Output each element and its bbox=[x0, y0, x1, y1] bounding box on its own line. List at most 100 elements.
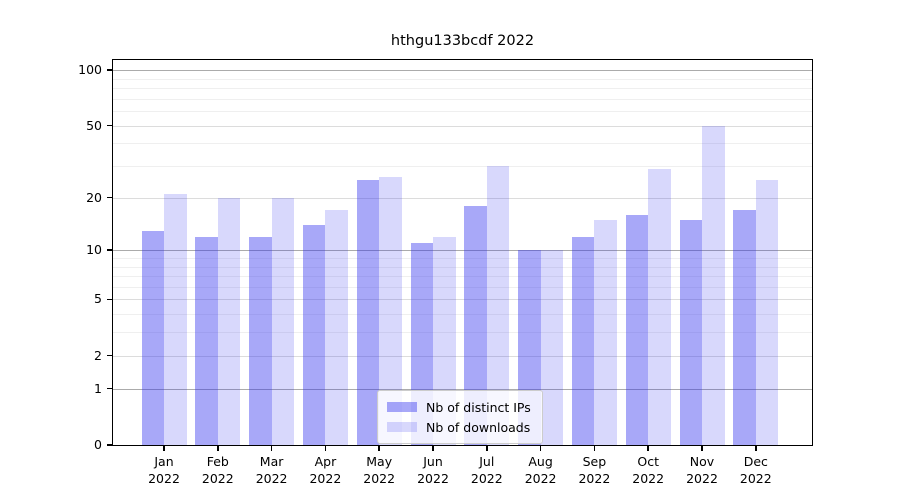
gridline-3 bbox=[113, 332, 812, 334]
x-tick-label-line: 2022 bbox=[201, 471, 234, 486]
y-tick-label: 2 bbox=[94, 347, 102, 363]
gridline-6 bbox=[113, 286, 812, 288]
x-tick-label: Apr 2022 bbox=[293, 453, 357, 487]
y-tick-label: 0 bbox=[94, 437, 102, 452]
bar-downloads bbox=[594, 219, 617, 445]
x-tick-mark bbox=[324, 446, 327, 451]
gridline-100 bbox=[113, 70, 812, 71]
bar-downloads bbox=[540, 250, 564, 445]
x-tick-label-line: 2022 bbox=[255, 471, 288, 486]
y-tick-mark bbox=[107, 387, 112, 390]
x-tick-label: Nov 2022 bbox=[670, 453, 734, 487]
gridline-8 bbox=[113, 266, 812, 268]
x-tick-label-line: 2022 bbox=[578, 471, 611, 486]
bar-downloads bbox=[379, 177, 402, 445]
x-tick-mark bbox=[432, 446, 434, 451]
legend-swatch-distinct-ips bbox=[387, 402, 417, 412]
legend-swatch-downloads bbox=[387, 422, 417, 432]
bar-distinct-ips bbox=[679, 219, 702, 445]
x-tick-label-line: 2022 bbox=[739, 471, 772, 486]
y-tick-label: 1 bbox=[94, 380, 102, 396]
bar-distinct-ips bbox=[356, 180, 380, 445]
x-tick-label-line: Jul bbox=[479, 454, 495, 469]
x-tick-label-line: Feb bbox=[206, 454, 229, 469]
bar-downloads bbox=[648, 168, 671, 445]
bar-downloads bbox=[702, 125, 725, 445]
gridline-80 bbox=[113, 87, 812, 89]
x-tick-mark bbox=[378, 446, 380, 451]
y-tick-label: 20 bbox=[86, 189, 102, 205]
x-tick-label: Aug 2022 bbox=[509, 453, 573, 487]
x-tick-label: May 2022 bbox=[347, 453, 411, 487]
x-tick-label: Oct 2022 bbox=[616, 453, 680, 487]
x-tick-label-line: Aug bbox=[528, 454, 553, 469]
y-tick-mark bbox=[107, 69, 112, 71]
x-tick-label-line: Sep bbox=[582, 454, 607, 469]
bar-distinct-ips bbox=[625, 214, 649, 445]
legend-label-distinct-ips: Nb of distinct IPs bbox=[426, 399, 531, 415]
gridline-50 bbox=[113, 125, 812, 127]
gridline-9 bbox=[113, 257, 812, 259]
y-tick-label: 5 bbox=[94, 291, 102, 307]
gridline-1 bbox=[113, 388, 812, 390]
gridline-40 bbox=[113, 143, 812, 145]
legend-row-distinct-ips: Nb of distinct IPs bbox=[387, 397, 531, 417]
x-tick-mark bbox=[755, 446, 757, 451]
legend-label-downloads: Nb of downloads bbox=[426, 419, 531, 435]
y-tick-mark bbox=[107, 124, 112, 127]
bar-distinct-ips bbox=[571, 236, 595, 445]
gridline-60 bbox=[113, 111, 812, 112]
bar-distinct-ips bbox=[141, 230, 164, 445]
bar-downloads bbox=[164, 193, 187, 445]
legend-row-downloads: Nb of downloads bbox=[387, 417, 531, 437]
plot-area: Nb of distinct IPs Nb of downloads bbox=[113, 60, 812, 445]
bar-downloads bbox=[486, 166, 510, 445]
gridline-30 bbox=[113, 166, 812, 167]
y-tick-mark bbox=[107, 444, 112, 446]
bar-distinct-ips bbox=[733, 210, 756, 445]
y-tick-mark bbox=[107, 249, 112, 251]
x-tick-label: Jul 2022 bbox=[455, 453, 519, 487]
x-tick-mark bbox=[217, 446, 219, 451]
x-tick-label: Jun 2022 bbox=[401, 453, 465, 487]
chart-title: hthgu133bcdf 2022 bbox=[390, 33, 535, 49]
gridline-5 bbox=[113, 299, 812, 301]
y-tick-label: 50 bbox=[86, 117, 102, 133]
y-tick-label: 10 bbox=[86, 242, 102, 258]
bar-distinct-ips bbox=[302, 225, 326, 445]
y-tick-label: 100 bbox=[78, 62, 102, 77]
x-tick-label-line: Mar bbox=[259, 454, 284, 469]
x-tick-label-line: Oct bbox=[637, 454, 659, 469]
x-tick-label-line: 2022 bbox=[148, 471, 180, 486]
bar-downloads bbox=[271, 197, 295, 445]
gridline-90 bbox=[113, 78, 812, 80]
bar-distinct-ips bbox=[249, 236, 272, 445]
x-tick-label-line: Apr bbox=[314, 454, 337, 469]
x-tick-mark bbox=[486, 446, 488, 451]
x-tick-label-line: May bbox=[366, 454, 393, 469]
x-tick-label: Feb 2022 bbox=[186, 453, 250, 487]
x-tick-label: Mar 2022 bbox=[240, 453, 304, 487]
x-tick-label-line: Jun bbox=[423, 454, 443, 469]
x-tick-mark bbox=[539, 446, 542, 451]
x-tick-label-line: Nov bbox=[689, 454, 715, 469]
x-tick-label: Sep 2022 bbox=[562, 453, 626, 487]
x-tick-label-line: 2022 bbox=[524, 471, 557, 486]
x-tick-mark bbox=[647, 446, 649, 451]
x-tick-mark bbox=[163, 446, 165, 451]
x-tick-label: Jan 2022 bbox=[132, 453, 196, 487]
y-tick-mark bbox=[107, 354, 112, 357]
bar-downloads bbox=[755, 180, 779, 445]
bar-downloads bbox=[217, 197, 241, 445]
bar-downloads bbox=[325, 210, 348, 445]
gridline-2 bbox=[113, 355, 812, 357]
x-tick-label-line: Jan bbox=[154, 454, 174, 469]
x-tick-mark bbox=[593, 446, 596, 451]
legend: Nb of distinct IPs Nb of downloads bbox=[377, 390, 543, 444]
bar-distinct-ips bbox=[195, 236, 218, 445]
x-tick-label-line: 2022 bbox=[686, 471, 718, 486]
x-tick-mark bbox=[270, 446, 273, 451]
x-tick-label-line: Dec bbox=[743, 454, 768, 469]
x-tick-label-line: 2022 bbox=[470, 471, 503, 486]
